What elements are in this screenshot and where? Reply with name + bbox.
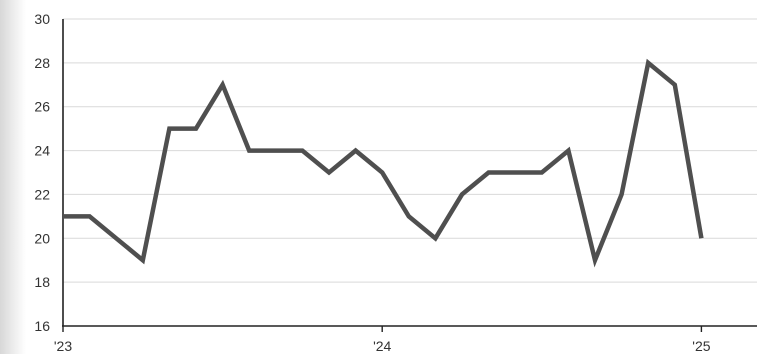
y-tick-label: 28 xyxy=(34,55,50,71)
axes xyxy=(62,19,757,332)
x-tick-label: '23 xyxy=(54,338,72,354)
series-line-0 xyxy=(63,58,704,268)
grid-lines xyxy=(63,18,757,283)
x-tick-label: '25 xyxy=(692,338,710,354)
background-fade xyxy=(0,0,26,354)
y-tick-label: 30 xyxy=(34,11,50,27)
x-tick-label: '24 xyxy=(373,338,391,354)
y-tick-label: 22 xyxy=(34,186,50,202)
y-tick-label: 18 xyxy=(34,274,50,290)
y-tick-label: 20 xyxy=(34,230,50,246)
y-tick-label: 16 xyxy=(34,318,50,334)
tick-labels: 16 18 20 22 24 26 28 30 '23 '24 '25 xyxy=(34,11,710,354)
y-tick-label: 24 xyxy=(34,143,50,159)
y-tick-label: 26 xyxy=(34,99,50,115)
series xyxy=(62,58,704,268)
